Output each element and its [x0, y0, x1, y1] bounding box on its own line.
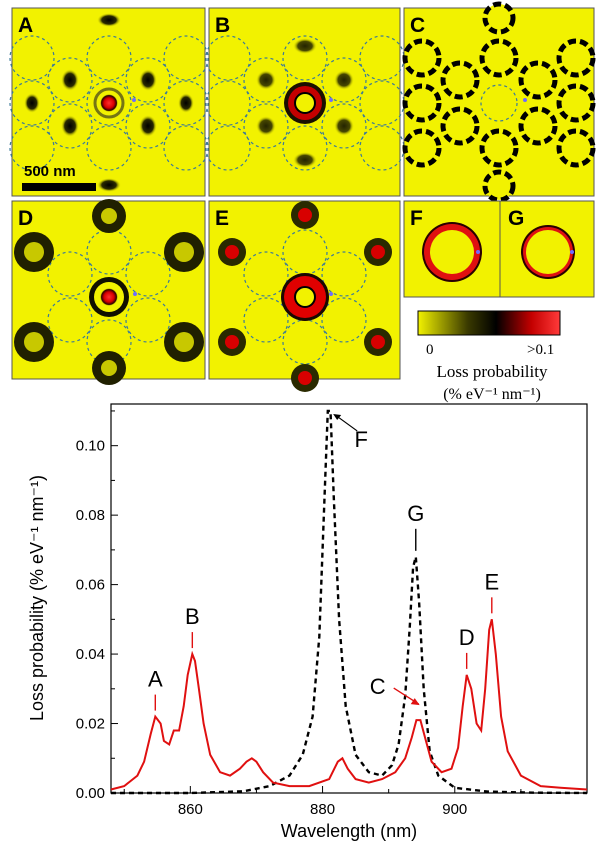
y-tick-label: 0.02 — [76, 716, 105, 733]
colorbar-max-label: >0.1 — [527, 342, 554, 358]
x-axis-title: Wavelength (nm) — [281, 821, 417, 841]
series-dashed-line — [111, 409, 588, 795]
peak-label-G: G — [407, 501, 424, 526]
panel-B: B — [205, 7, 405, 197]
panel-D: D — [11, 199, 206, 385]
colorbar-title-line1: Loss probability — [437, 362, 548, 381]
peak-label-A: A — [148, 667, 163, 692]
panel-C: C — [402, 1, 596, 203]
x-tick-label: 860 — [178, 801, 203, 818]
y-tick-label: 0.08 — [76, 507, 105, 524]
panel-G: G — [499, 200, 595, 298]
plot-frame — [110, 403, 588, 794]
colorbar-title-line2: (% eV⁻¹ nm⁻¹) — [443, 386, 541, 403]
y-axis-title: Loss probability (% eV⁻¹ nm⁻¹) — [27, 475, 47, 721]
x-tick-label: 900 — [442, 801, 467, 818]
y-tick-label: 0.06 — [76, 577, 105, 594]
peak-label-C: C — [370, 674, 386, 699]
panel-label-C: C — [410, 14, 425, 37]
x-tick-label: 880 — [310, 801, 335, 818]
x-axis: 860 880 900 — [123, 786, 588, 818]
panel-label-E: E — [215, 207, 229, 230]
panel-F: F — [403, 200, 501, 298]
peak-C-arrowhead — [410, 698, 420, 706]
y-tick-label: 0.10 — [76, 438, 105, 455]
panel-A: 500 nm A — [9, 7, 209, 197]
y-tick-label: 0.00 — [76, 785, 105, 802]
scale-bar-label: 500 nm — [24, 163, 76, 180]
colorbar-min-label: 0 — [426, 342, 434, 358]
y-axis: 0.00 0.02 0.04 0.06 0.08 0.10 — [76, 410, 118, 802]
panel-label-A: A — [18, 14, 33, 37]
panel-label-B: B — [215, 14, 230, 37]
y-tick-label: 0.04 — [76, 646, 105, 663]
panel-label-G: G — [508, 207, 524, 230]
peak-label-D: D — [459, 625, 475, 650]
peak-label-E: E — [484, 569, 499, 594]
series-solid-line — [110, 619, 588, 791]
peak-label-B: B — [185, 604, 200, 629]
panel-label-D: D — [18, 207, 33, 230]
panel-label-F: F — [410, 207, 423, 230]
colorbar: 0 >0.1 Loss probability (% eV⁻¹ nm⁻¹) — [417, 310, 561, 403]
spectrum-chart: 0.00 0.02 0.04 0.06 0.08 0.10 860 880 900 A B C D E… — [27, 403, 588, 841]
peak-labels: A B C D E F G — [148, 413, 499, 711]
peak-F-arrowhead — [333, 413, 342, 420]
panel-E: E — [208, 200, 401, 392]
peak-label-F: F — [354, 427, 367, 452]
